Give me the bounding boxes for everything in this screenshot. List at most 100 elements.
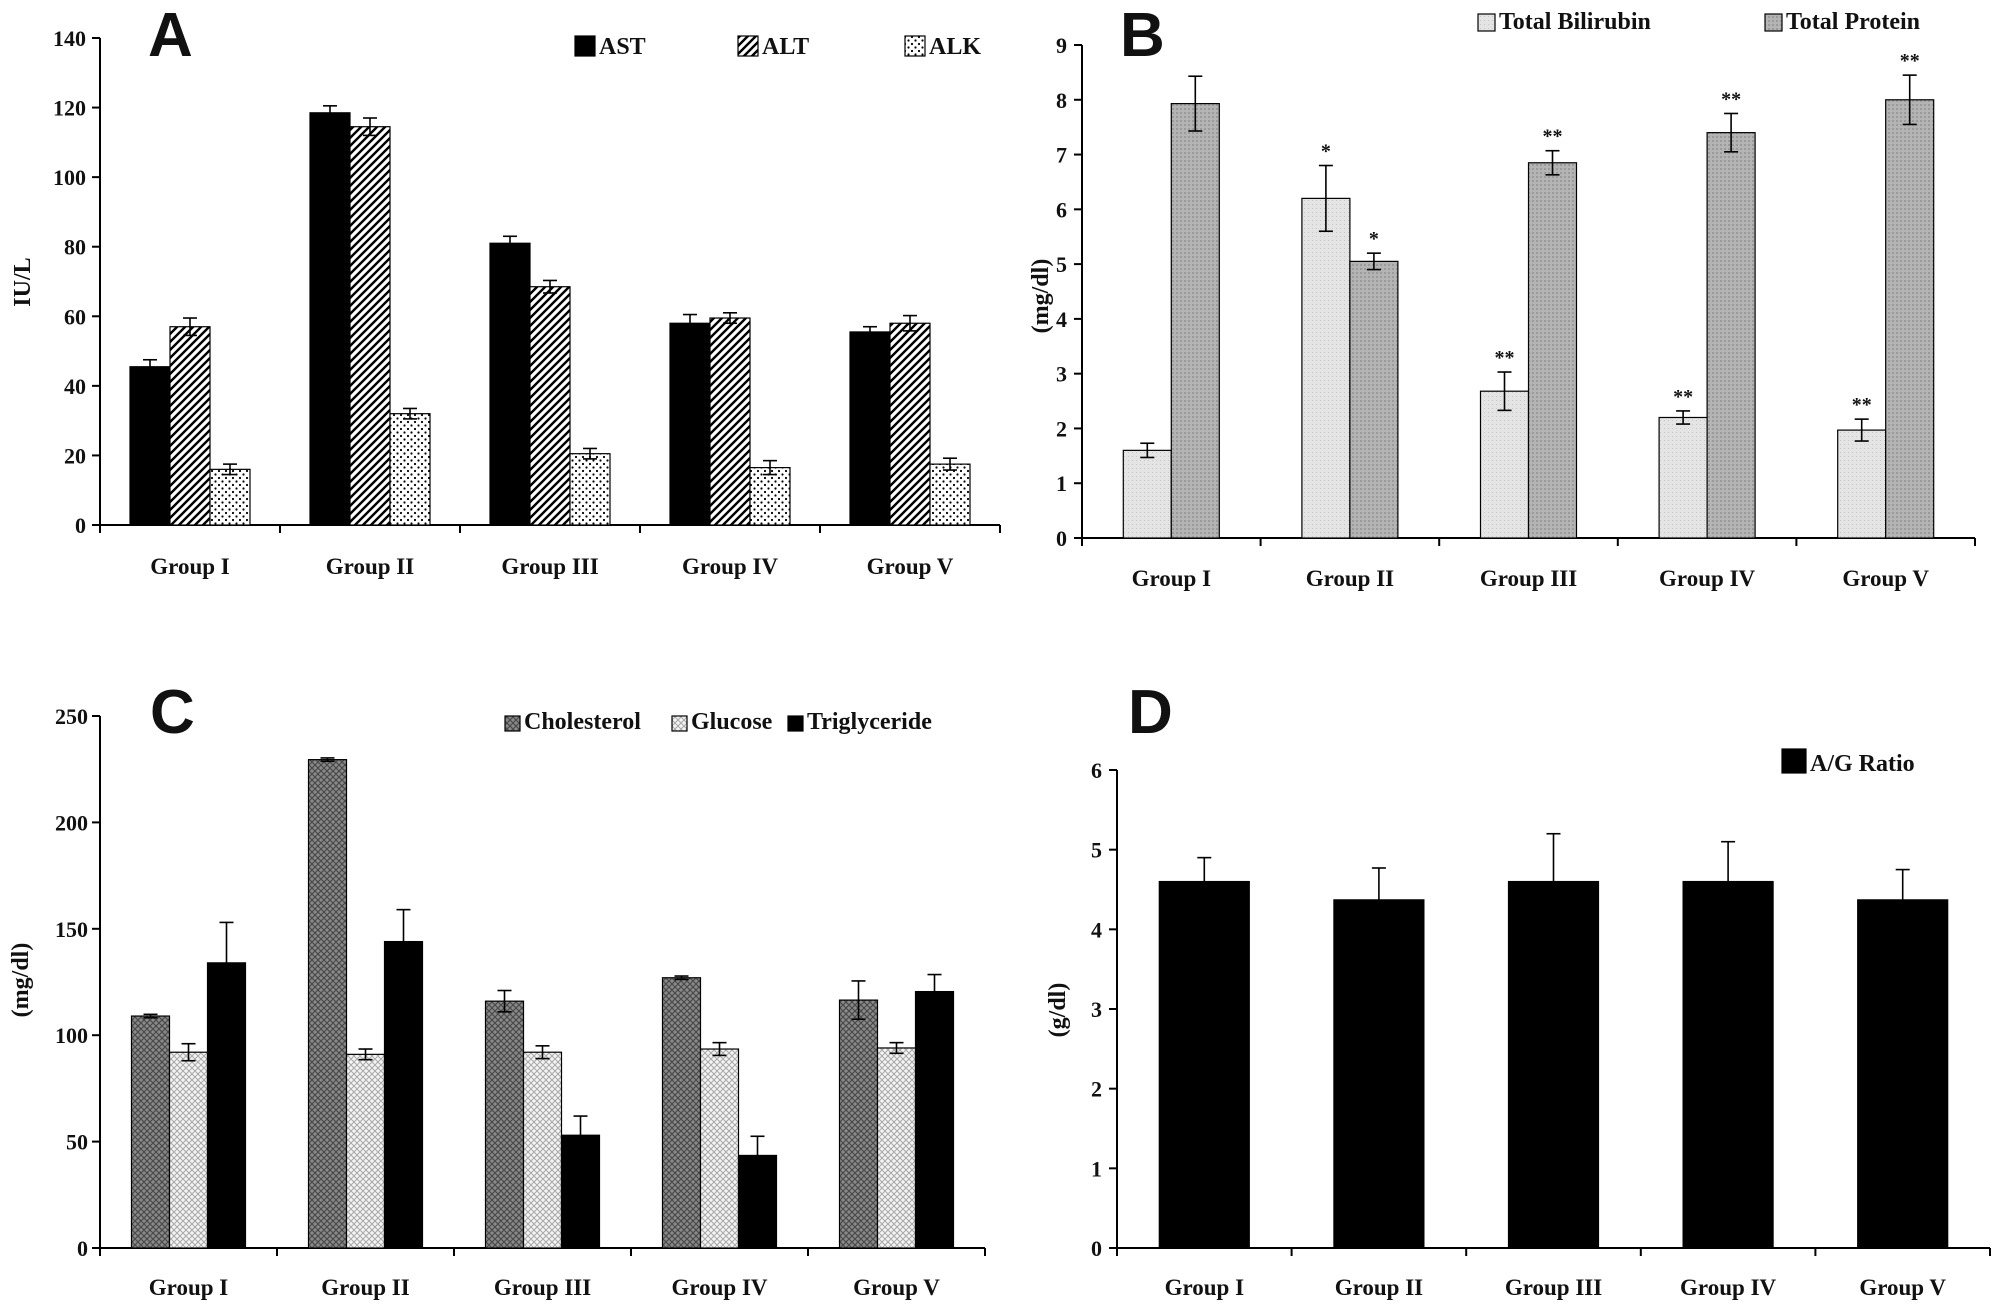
category-label: Group IV [682, 554, 778, 579]
legend-label: Total Bilirubin [1499, 9, 1651, 35]
significance-marker: ** [1673, 386, 1693, 408]
bar-ast [129, 366, 171, 526]
category-label: Group II [1306, 566, 1394, 591]
y-tick-label: 8 [1056, 88, 1067, 113]
category-label: Group III [494, 1275, 591, 1300]
category-label: Group II [321, 1275, 409, 1300]
y-tick-label: 7 [1056, 143, 1067, 168]
y-tick-label: 1 [1056, 471, 1067, 496]
significance-marker: ** [1721, 88, 1741, 110]
y-tick-label: 0 [75, 513, 86, 538]
y-tick-label: 3 [1056, 362, 1067, 387]
bar-total-bilirubin [1479, 390, 1530, 539]
bar-alt [889, 322, 931, 526]
y-axis-title: (mg/dl) [8, 943, 34, 1018]
significance-marker: * [1369, 228, 1379, 250]
legend-label: A/G Ratio [1810, 751, 1915, 777]
y-tick-label: 2 [1091, 1077, 1102, 1102]
y-tick-label: 40 [64, 374, 86, 399]
bar-cholesterol [307, 759, 348, 1249]
category-label: Group IV [1659, 566, 1755, 591]
y-tick-label: 20 [64, 443, 86, 468]
y-axis-title: IU/L [10, 257, 36, 306]
y-tick-label: 140 [53, 26, 86, 51]
bar-ast [309, 112, 351, 526]
legend-label: ALT [762, 34, 809, 60]
legend-swatch [671, 715, 688, 732]
bar-a-g-ratio [1507, 880, 1600, 1249]
legend-label: Total Protein [1786, 9, 1920, 35]
legend-label: Triglyceride [807, 709, 932, 735]
category-label: Group V [1859, 1275, 1946, 1300]
legend-swatch [737, 35, 759, 57]
bar-alk [569, 453, 611, 526]
y-tick-label: 250 [55, 704, 88, 729]
legend-swatch [574, 35, 596, 57]
y-tick-label: 50 [66, 1130, 88, 1155]
y-tick-label: 4 [1091, 917, 1102, 942]
y-tick-label: 0 [1091, 1236, 1102, 1261]
legend-swatch [1781, 748, 1807, 774]
bar-alt [709, 317, 751, 526]
legend-label: ALK [929, 34, 981, 60]
bar-alk [929, 463, 971, 526]
y-tick-label: 0 [77, 1236, 88, 1261]
bar-alt [349, 126, 391, 526]
bar-glucose [876, 1047, 917, 1249]
bar-a-g-ratio [1158, 880, 1250, 1249]
category-label: Group II [1335, 1275, 1423, 1300]
significance-marker: * [1321, 141, 1331, 163]
bar-a-g-ratio [1857, 899, 1949, 1249]
category-label: Group IV [671, 1275, 767, 1300]
bar-triglyceride [206, 962, 247, 1249]
y-tick-label: 6 [1091, 758, 1102, 783]
bar-total-protein [1170, 103, 1220, 539]
y-axis-title: (g/dl) [1045, 983, 1071, 1038]
bar-cholesterol [484, 1000, 525, 1249]
y-tick-label: 150 [55, 917, 88, 942]
panel-label-a: A [148, 1, 193, 70]
bar-glucose [345, 1053, 386, 1249]
category-label: Group I [1132, 566, 1212, 591]
y-tick-label: 80 [64, 235, 86, 260]
bar-triglyceride [914, 990, 955, 1249]
bar-total-protein [1527, 162, 1578, 539]
panel-C: C 0 50 100 150 200 250 (mg/dl) Group I Group II Gr… [8, 678, 986, 1300]
bar-total-protein [1706, 132, 1756, 539]
category-label: Group IV [1680, 1275, 1776, 1300]
legend-swatch [504, 715, 521, 732]
category-label: Group V [867, 554, 954, 579]
category-label: Group II [326, 554, 414, 579]
bar-ast [489, 242, 531, 526]
category-label: Group V [853, 1275, 940, 1300]
bar-glucose [699, 1048, 740, 1249]
y-tick-label: 1 [1091, 1156, 1102, 1181]
bar-a-g-ratio [1333, 899, 1425, 1249]
category-label: Group III [1505, 1275, 1602, 1300]
significance-marker: ** [1900, 50, 1920, 72]
y-tick-label: 9 [1056, 33, 1067, 58]
y-tick-label: 3 [1091, 997, 1102, 1022]
y-tick-label: 120 [53, 96, 86, 121]
bar-total-bilirubin [1837, 429, 1887, 539]
y-axis-title: (mg/dl) [1028, 259, 1054, 334]
category-label: Group I [150, 554, 230, 579]
bar-alk [389, 413, 431, 526]
y-tick-label: 6 [1056, 197, 1067, 222]
panel-label-c: C [150, 678, 195, 747]
bar-glucose [522, 1051, 563, 1249]
legend-swatch [1764, 13, 1783, 32]
significance-marker: ** [1543, 126, 1563, 148]
bar-cholesterol [661, 977, 702, 1249]
category-label: Group V [1842, 566, 1929, 591]
legend-label: AST [599, 34, 646, 60]
y-tick-label: 200 [55, 810, 88, 835]
panel-label-d: D [1128, 678, 1173, 747]
bar-total-protein [1349, 260, 1399, 539]
bar-triglyceride [383, 940, 424, 1249]
bar-total-protein [1885, 99, 1935, 539]
y-tick-label: 0 [1056, 526, 1067, 551]
panel-D: D 0 1 2 3 4 5 6 (g/dl) Group I Group II Group III Gr… [1045, 678, 1991, 1300]
